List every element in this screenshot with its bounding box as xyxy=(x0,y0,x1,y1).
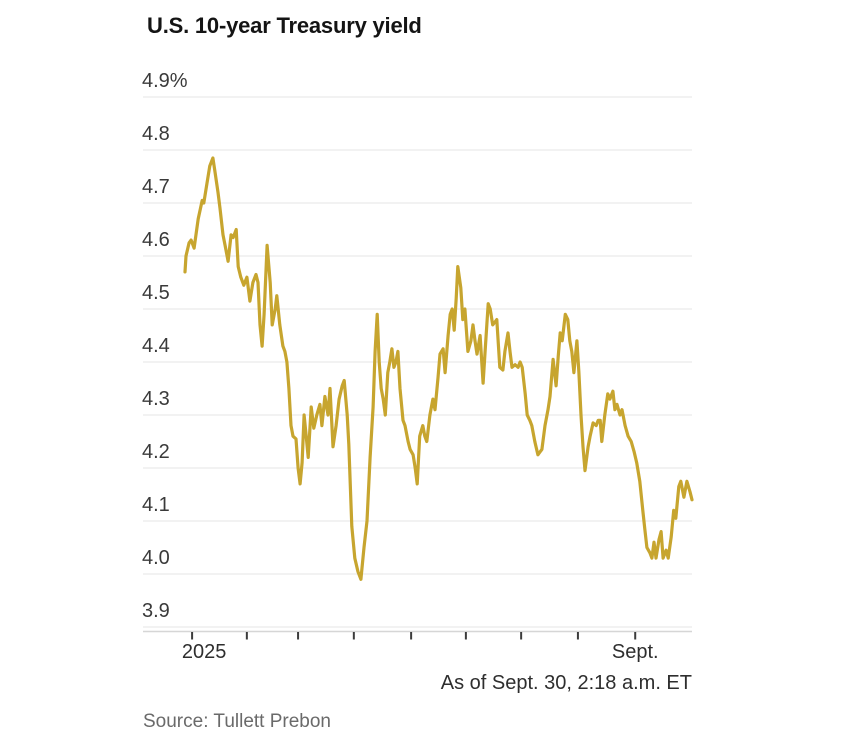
y-axis-label: 4.3 xyxy=(142,388,170,410)
chart-title: U.S. 10-year Treasury yield xyxy=(147,13,422,38)
y-axis-label: 4.7 xyxy=(142,176,170,198)
yield-line xyxy=(183,156,694,581)
y-axis-label: 4.4 xyxy=(142,335,170,357)
y-axis-label: 4.6 xyxy=(142,229,170,251)
y-axis-label: 4.9% xyxy=(142,70,188,92)
y-axis-label: 4.0 xyxy=(142,547,170,569)
y-axis-label: 4.1 xyxy=(142,494,170,516)
as-of-note: As of Sept. 30, 2:18 a.m. ET xyxy=(440,672,692,694)
x-axis-label-2025: 2025 xyxy=(181,641,227,663)
y-axis-label: 4.8 xyxy=(142,123,170,145)
y-axis-label: 4.2 xyxy=(142,441,170,463)
y-axis-label: 4.5 xyxy=(142,282,170,304)
y-axis-label: 3.9 xyxy=(142,600,170,622)
source-note: Source: Tullett Prebon xyxy=(143,711,331,732)
x-axis-label-sept: Sept. xyxy=(611,641,659,663)
